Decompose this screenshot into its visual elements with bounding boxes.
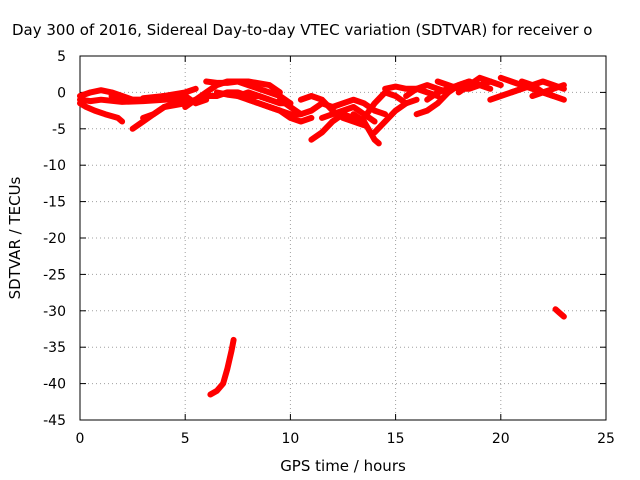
series-arc-34 [552, 306, 567, 320]
y-tick-label: -20 [43, 231, 66, 247]
series-arc-15 [297, 93, 367, 129]
x-tick-label: 5 [181, 431, 190, 447]
series-arc-10 [203, 78, 294, 107]
series-arc-21 [371, 96, 420, 136]
chart-title: Day 300 of 2016, Sidereal Day-to-day VTE… [12, 21, 592, 39]
series-arc-33 [207, 336, 237, 398]
y-tick-label: 0 [57, 85, 66, 101]
y-tick-label: -35 [43, 340, 66, 356]
series-arc-7 [140, 93, 210, 107]
series-arc-13 [245, 96, 315, 125]
x-tick-label: 0 [76, 431, 85, 447]
series-arc-19 [350, 111, 382, 147]
y-tick-label: -15 [43, 195, 66, 211]
series-arc-32 [529, 82, 567, 99]
x-tick-label: 20 [492, 431, 510, 447]
series-arc-18 [329, 96, 389, 118]
x-tick-label: 10 [281, 431, 299, 447]
y-tick-label: -10 [43, 158, 66, 174]
y-tick-label: 5 [57, 49, 66, 65]
x-tick-label: 25 [597, 431, 615, 447]
x-tick-label: 15 [387, 431, 405, 447]
series-layer [77, 74, 567, 398]
y-axis-label: SDTVAR / TECUs [6, 176, 24, 299]
y-tick-label: -45 [43, 413, 66, 429]
axis-ticks: 0 5 10 15 20 25 5 0 -5 -10 -15 -20 -25 -30 -35 -40 -45 [43, 49, 615, 447]
series-arc-27 [455, 74, 504, 96]
y-tick-label: -30 [43, 304, 66, 320]
y-tick-label: -40 [43, 377, 66, 393]
series-arc-1 [77, 100, 126, 125]
series-arc-20 [361, 89, 410, 121]
y-tick-label: -25 [43, 267, 66, 283]
y-tick-label: -5 [52, 122, 66, 138]
x-axis-label: GPS time / hours [280, 457, 406, 475]
